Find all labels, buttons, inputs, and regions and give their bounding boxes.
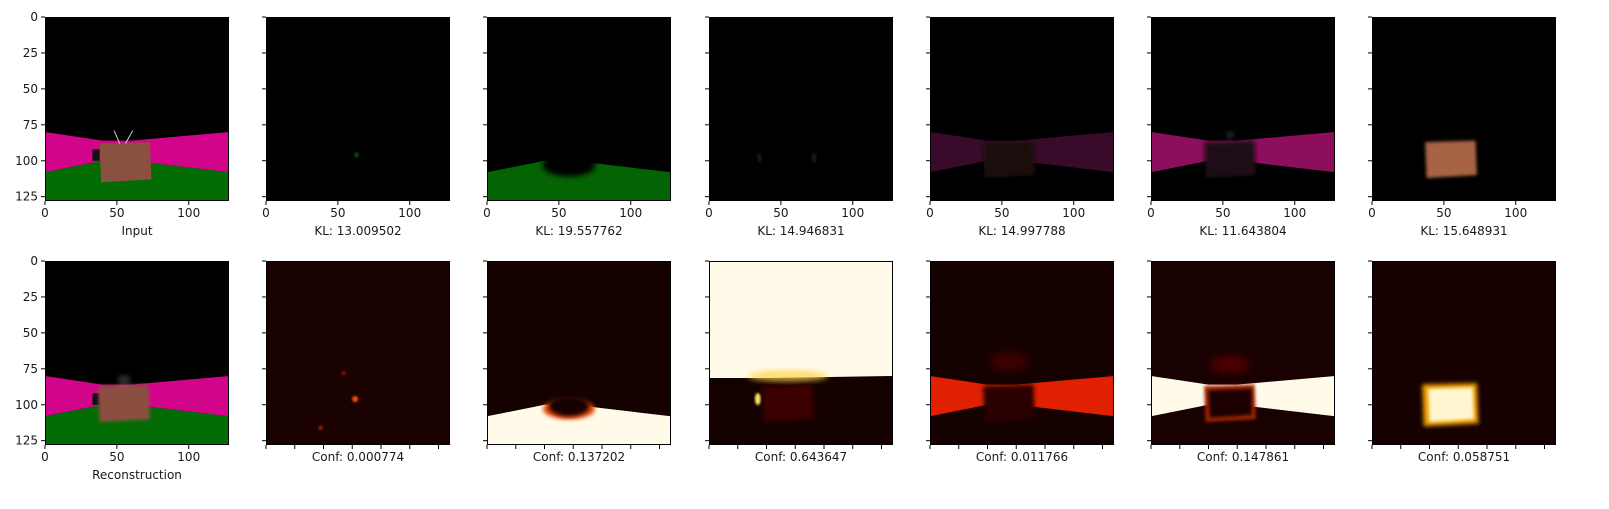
- panel-r2-c2: Conf: 0.000774: [262, 260, 450, 464]
- axes-frame: [45, 261, 229, 445]
- panel-caption: Input: [121, 224, 152, 238]
- y-tick-label: 0: [30, 10, 38, 24]
- x-tick-label: 50: [773, 206, 788, 220]
- x-tick-label: 50: [1436, 206, 1451, 220]
- panel-caption: Conf: 0.011766: [976, 450, 1068, 464]
- y-tick-label: 50: [23, 326, 38, 340]
- x-tick-label: 50: [330, 206, 345, 220]
- y-tick-label: 0: [30, 254, 38, 268]
- panel-caption: KL: 15.648931: [1420, 224, 1507, 238]
- image-content: [487, 261, 671, 445]
- panel-r1-c5: 0 50 100 KL: 14.997788: [926, 16, 1114, 238]
- panel-r1-c1: 0 50 100 0 25 50 75 100 125 Input: [15, 10, 229, 238]
- image-content: [1151, 130, 1335, 178]
- y-tick-label: 25: [23, 290, 38, 304]
- x-tick-label: 0: [483, 206, 491, 220]
- axes-frame: [45, 17, 229, 201]
- y-tick-label: 100: [15, 154, 38, 168]
- x-tick-label: 0: [705, 206, 713, 220]
- image-content: [354, 152, 360, 158]
- image-content: [45, 130, 229, 201]
- x-tick-label: 50: [551, 206, 566, 220]
- panel-caption: Conf: 0.147861: [1197, 450, 1289, 464]
- panel-r1-c4: 0 50 100 KL: 14.946831: [705, 16, 893, 238]
- x-tick-label: 100: [841, 206, 864, 220]
- image-area: [266, 17, 450, 201]
- y-tick-label: 75: [23, 362, 38, 376]
- y-tick-label: 125: [15, 190, 38, 204]
- axes-frame: [930, 261, 1114, 445]
- y-tick-label: 25: [23, 46, 38, 60]
- axes-frame: [709, 261, 893, 445]
- panel-r2-c6: Conf: 0.147861: [1147, 260, 1335, 464]
- axes-frame: [1372, 17, 1556, 201]
- x-tick-label: 50: [994, 206, 1009, 220]
- image-content: [1425, 140, 1477, 178]
- y-tick-label: 75: [23, 118, 38, 132]
- x-tick-label: 100: [177, 206, 200, 220]
- x-tick-label: 0: [41, 450, 49, 464]
- x-tick-label: 50: [1215, 206, 1230, 220]
- panel-r2-c7: Conf: 0.058751: [1368, 260, 1556, 464]
- image-content: [266, 261, 450, 445]
- axes-frame: [487, 261, 671, 445]
- axes-frame: [709, 17, 893, 201]
- x-tick-label: 100: [619, 206, 642, 220]
- axes-frame: [930, 17, 1114, 201]
- image-area: [709, 17, 893, 201]
- panel-caption: KL: 14.946831: [757, 224, 844, 238]
- axes-frame: [1151, 17, 1335, 201]
- panel-caption: Conf: 0.058751: [1418, 450, 1510, 464]
- image-content: [487, 153, 671, 201]
- panel-caption: Conf: 0.137202: [533, 450, 625, 464]
- x-tick-label: 0: [926, 206, 934, 220]
- panel-caption: Reconstruction: [92, 468, 182, 482]
- panel-r2-c5: Conf: 0.011766: [926, 260, 1114, 464]
- panel-caption: KL: 19.557762: [535, 224, 622, 238]
- axes-frame: [266, 261, 450, 445]
- image-content: [1151, 261, 1335, 445]
- axes-frame: [1372, 261, 1556, 445]
- x-tick-label: 50: [109, 450, 124, 464]
- x-tick-label: 100: [1062, 206, 1085, 220]
- y-tick-label: 100: [15, 398, 38, 412]
- x-tick-label: 100: [1504, 206, 1527, 220]
- x-tick-label: 100: [177, 450, 200, 464]
- x-tick-label: 0: [262, 206, 270, 220]
- panel-r1-c2: 0 50 100 KL: 13.009502: [262, 16, 450, 238]
- panel-r1-c6: 0 50 100 KL: 11.643804: [1147, 16, 1335, 238]
- x-tick-label: 0: [41, 206, 49, 220]
- image-content: [757, 152, 816, 163]
- axes-frame: [1151, 261, 1335, 445]
- panel-r1-c3: 0 50 100 KL: 19.557762: [483, 16, 671, 238]
- panel-caption: Conf: 0.000774: [312, 450, 404, 464]
- panel-r2-c3: Conf: 0.137202: [483, 260, 671, 464]
- panel-r1-c7: 0 50 100 KL: 15.648931: [1368, 16, 1556, 238]
- image-content: [930, 261, 1114, 445]
- image-content: [1372, 261, 1556, 445]
- image-content: [709, 261, 893, 445]
- image-content: [45, 375, 229, 445]
- x-tick-label: 0: [1368, 206, 1376, 220]
- panel-caption: KL: 14.997788: [978, 224, 1065, 238]
- axes-frame: [266, 17, 450, 201]
- x-tick-label: 50: [109, 206, 124, 220]
- y-tick-label: 50: [23, 82, 38, 96]
- x-tick-label: 100: [1283, 206, 1306, 220]
- panel-r2-c4: Conf: 0.643647: [705, 260, 893, 464]
- y-tick-label: 125: [15, 434, 38, 448]
- panel-caption: Conf: 0.643647: [755, 450, 847, 464]
- axes-frame: [487, 17, 671, 201]
- x-tick-label: 100: [398, 206, 421, 220]
- panel-caption: KL: 11.643804: [1199, 224, 1286, 238]
- panel-caption: KL: 13.009502: [314, 224, 401, 238]
- image-content: [930, 132, 1114, 178]
- x-tick-label: 0: [1147, 206, 1155, 220]
- panel-r2-c1: 0 50 100 0 25 50 75 100 125 Reconstruction: [15, 254, 229, 482]
